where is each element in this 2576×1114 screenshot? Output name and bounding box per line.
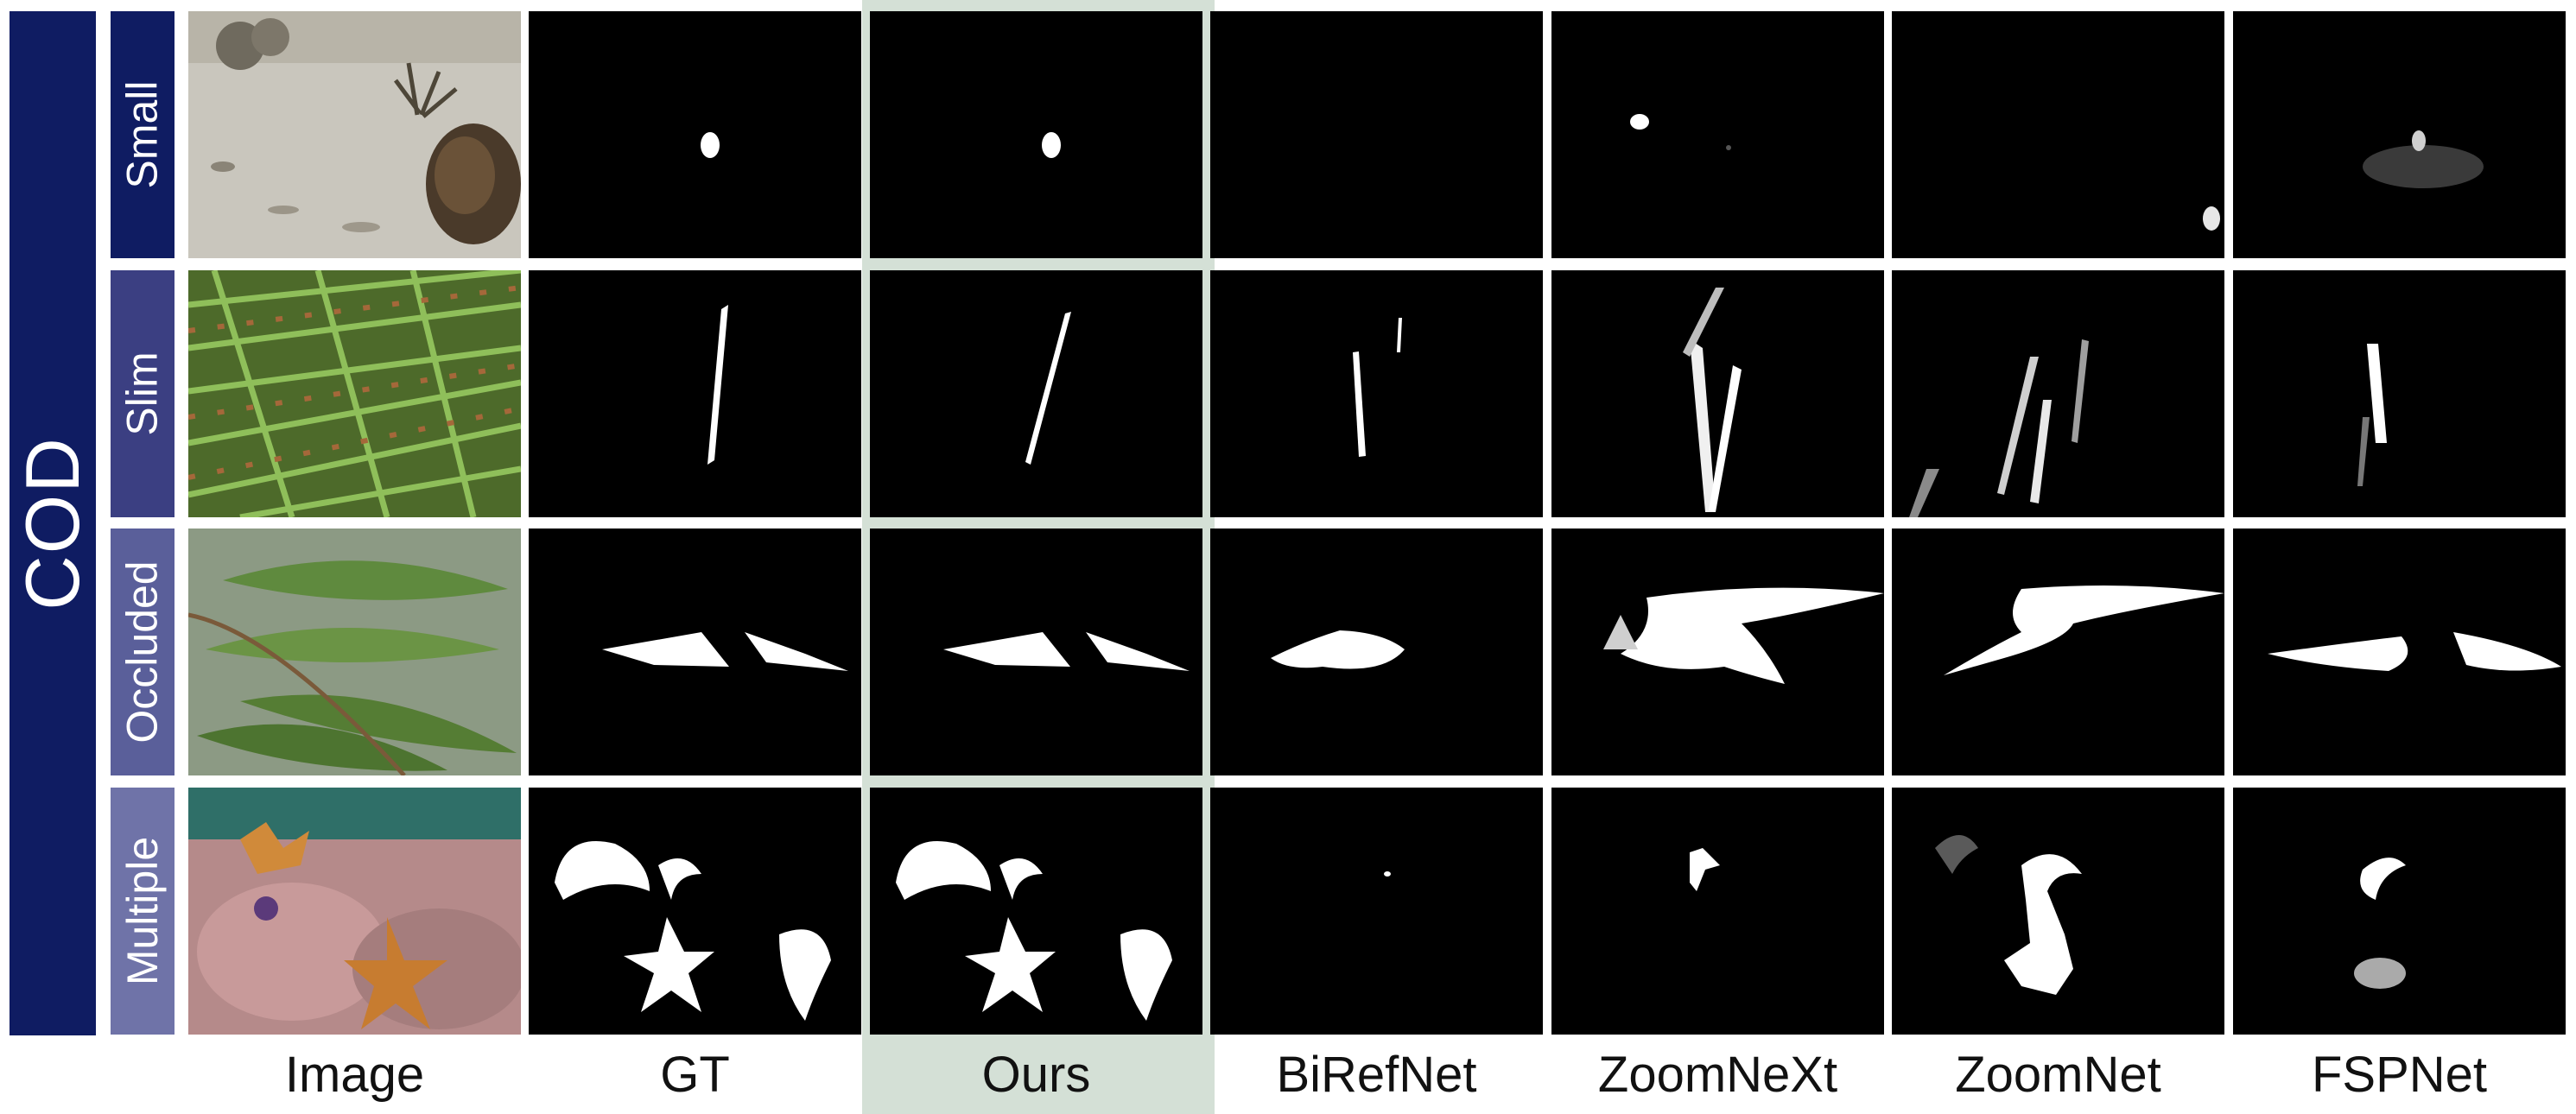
zoomnet-mask-occluded xyxy=(1892,529,2224,775)
gt-mask-occluded xyxy=(529,529,861,775)
zoomnext-mask-multiple xyxy=(1551,788,1884,1035)
input-image-multiple xyxy=(188,788,521,1035)
fspnet-mask-multiple xyxy=(2233,788,2566,1035)
zoomnext-mask-occluded xyxy=(1551,529,1884,775)
ours-mask-slim xyxy=(870,270,1202,517)
gt-mask-multiple xyxy=(529,788,861,1035)
ours-mask-occluded xyxy=(870,529,1202,775)
birefnet-mask-multiple xyxy=(1210,788,1543,1035)
input-image-small xyxy=(188,11,521,258)
column-label-zoomnext: ZoomNeXt xyxy=(1597,1047,1838,1103)
input-image-occluded xyxy=(188,529,521,775)
column-label-zoomnet: ZoomNet xyxy=(1955,1047,2161,1103)
input-image-slim xyxy=(188,270,521,517)
fspnet-mask-slim xyxy=(2233,270,2566,517)
zoomnext-mask-small xyxy=(1551,11,1884,258)
column-label-fspnet: FSPNet xyxy=(2311,1047,2488,1103)
row-label-slim: Slim xyxy=(111,270,174,517)
zoomnet-mask-multiple xyxy=(1892,788,2224,1035)
row-label-multiple: Multiple xyxy=(111,788,174,1035)
gt-mask-small xyxy=(529,11,861,258)
row-label-small: Small xyxy=(111,11,174,258)
zoomnet-mask-slim xyxy=(1892,270,2224,517)
column-label-gt: GT xyxy=(660,1047,730,1103)
birefnet-mask-slim xyxy=(1210,270,1543,517)
ours-mask-small xyxy=(870,11,1202,258)
birefnet-mask-small xyxy=(1210,11,1543,258)
cod-category-label: COD xyxy=(10,11,96,1035)
gt-mask-slim xyxy=(529,270,861,517)
birefnet-mask-occluded xyxy=(1210,529,1543,775)
row-label-occluded: Occluded xyxy=(111,529,174,775)
column-label-birefnet: BiRefNet xyxy=(1276,1047,1477,1103)
fspnet-mask-occluded xyxy=(2233,529,2566,775)
column-label-ours: Ours xyxy=(981,1047,1091,1103)
ours-mask-multiple xyxy=(870,788,1202,1035)
column-label-image: Image xyxy=(284,1047,425,1103)
zoomnet-mask-small xyxy=(1892,11,2224,258)
fspnet-mask-small xyxy=(2233,11,2566,258)
zoomnext-mask-slim xyxy=(1551,270,1884,517)
